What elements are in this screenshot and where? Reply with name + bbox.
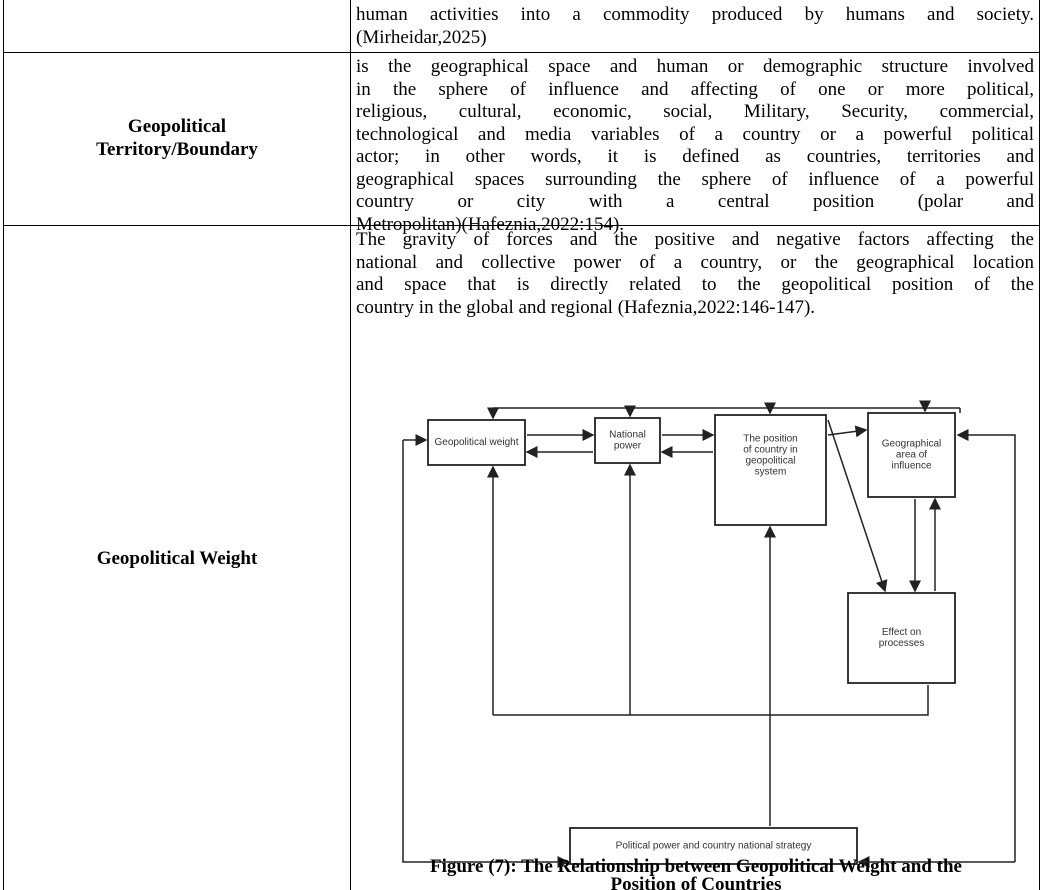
definition-line: The gravity of forces and the positive a… xyxy=(356,229,1034,250)
definition-line: country or city with a central position … xyxy=(356,191,1034,212)
box-label: Effect on xyxy=(882,627,921,638)
figure-caption: Position of Countries xyxy=(611,874,782,890)
table-border xyxy=(1039,0,1040,890)
box-label: influence xyxy=(891,461,931,472)
definition-line: technological and media variables of a c… xyxy=(356,123,1034,145)
term: Geopolitical Weight xyxy=(4,547,350,570)
definition-line: religious, cultural, economic, social, M… xyxy=(356,101,1034,122)
box-label: system xyxy=(755,467,787,478)
definition-line: human activities into a commodity produc… xyxy=(356,4,1034,25)
box-label: The position xyxy=(743,434,797,445)
diagram-box xyxy=(867,412,956,498)
definition-line: and space that is directly related to th… xyxy=(356,274,1034,295)
table-border xyxy=(3,225,1040,226)
definition-line: national and collective power of a count… xyxy=(356,251,1034,273)
connectors xyxy=(402,400,1016,868)
definition-line: Metropolitan)(Hafeznia,2022:154). xyxy=(356,213,625,235)
diagram-box xyxy=(427,419,526,466)
definition-line: country in the global and regional (Hafe… xyxy=(356,296,816,318)
box-label: National xyxy=(609,430,646,441)
definition: The gravity of forces and the positive a… xyxy=(356,229,1034,319)
box-label: Geographical xyxy=(882,439,941,450)
definition-line: actor; in other words, it is defined as … xyxy=(356,146,1034,167)
diagram-box xyxy=(714,414,827,526)
table-border xyxy=(350,0,351,890)
figure-caption: Figure (7): The Relationship between Geo… xyxy=(430,856,962,877)
term-line: Geopolitical xyxy=(127,116,227,137)
box-label: area of xyxy=(896,450,927,461)
diagram-box xyxy=(847,592,956,684)
box-label: processes xyxy=(879,638,925,649)
box-label: power xyxy=(614,441,642,452)
definition-line: in the sphere of influence and affecting… xyxy=(356,78,1034,100)
term-line: Geopolitical Weight xyxy=(96,547,258,569)
definition-line: (Mirheidar,2025) xyxy=(356,26,487,48)
box-label: geopolitical xyxy=(745,456,795,467)
box-label: Geopolitical weight xyxy=(435,437,519,448)
definition: human activities into a commodity produc… xyxy=(356,4,1034,49)
definition-line: is the geographical space and human or d… xyxy=(356,56,1034,77)
diagram-box xyxy=(569,827,858,865)
table-border xyxy=(3,52,1040,53)
definition: is the geographical space and human or d… xyxy=(356,56,1034,236)
box-label: of country in xyxy=(743,445,797,456)
box-label: Political power and country national str… xyxy=(616,841,812,852)
term: Geopolitical Territory/Boundary xyxy=(4,115,350,161)
diagram-box xyxy=(594,417,661,464)
term-line: Territory/Boundary xyxy=(96,139,258,160)
table-border xyxy=(3,0,4,890)
definition-line: geographical spaces surrounding the sphe… xyxy=(356,168,1034,190)
